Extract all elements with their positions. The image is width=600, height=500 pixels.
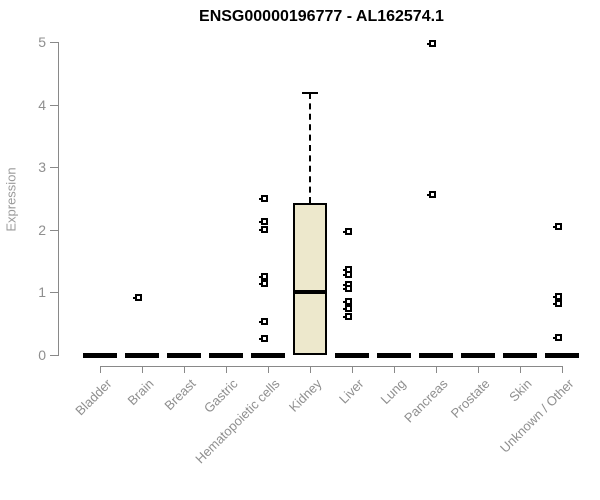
upper-whisker	[309, 93, 311, 203]
x-axis-tick	[310, 366, 311, 373]
outlier-point	[343, 304, 352, 312]
outlier-point	[259, 335, 268, 343]
x-axis-tick	[226, 366, 227, 373]
outlier-point	[259, 225, 268, 233]
y-axis-tick-label: 5	[38, 34, 46, 50]
outlier-point	[343, 227, 352, 235]
x-axis-category-label: Unknown / Other	[497, 376, 577, 456]
outlier-point	[553, 223, 562, 231]
collapsed-box	[419, 353, 453, 358]
x-axis-tick	[142, 366, 143, 373]
collapsed-box	[335, 353, 369, 358]
y-axis-tick-label: 2	[38, 221, 46, 238]
x-axis-line	[100, 366, 563, 367]
y-axis-tick-label: 0	[38, 347, 46, 363]
x-axis-tick	[478, 366, 479, 373]
outlier-point	[343, 285, 352, 293]
outlier-point	[343, 312, 352, 320]
collapsed-box	[125, 353, 159, 358]
y-axis-tick	[50, 167, 58, 169]
x-axis-tick	[184, 366, 185, 373]
outlier-point	[259, 317, 268, 325]
x-axis-tick	[562, 366, 563, 373]
outlier-point	[133, 294, 142, 302]
y-axis-line	[58, 42, 59, 356]
y-axis-tick	[50, 292, 58, 294]
outlier-point	[553, 292, 562, 300]
collapsed-box	[251, 353, 285, 358]
outlier-point	[343, 297, 352, 305]
y-axis-tick-label: 3	[38, 159, 46, 176]
box-iqr	[293, 202, 327, 355]
outlier-point	[259, 272, 268, 280]
whisker-cap	[302, 92, 318, 95]
y-axis-tick-label: 4	[38, 96, 46, 113]
collapsed-box	[377, 353, 411, 358]
y-axis-tick	[50, 104, 58, 106]
collapsed-box	[209, 353, 243, 358]
chart-title: ENSG00000196777 - AL162574.1	[199, 8, 444, 25]
outlier-point	[259, 280, 268, 288]
median-line	[293, 290, 327, 295]
outlier-point	[553, 334, 562, 342]
outlier-point	[427, 39, 436, 47]
y-axis-tick	[50, 42, 58, 43]
y-axis-tick	[50, 355, 58, 356]
x-axis-tick	[100, 366, 101, 373]
x-axis-tick	[520, 366, 521, 373]
x-axis-tick	[394, 366, 395, 373]
x-axis-tick	[268, 366, 269, 373]
outlier-point	[259, 194, 268, 202]
collapsed-box	[461, 353, 495, 358]
collapsed-box	[545, 353, 579, 358]
collapsed-box	[83, 353, 117, 358]
y-axis-tick	[50, 229, 58, 231]
outlier-point	[259, 217, 268, 225]
collapsed-box	[167, 353, 201, 358]
outlier-point	[343, 270, 352, 278]
collapsed-box	[503, 353, 537, 358]
outlier-point	[553, 299, 562, 307]
y-axis-tick-label: 1	[38, 284, 46, 301]
outlier-point	[427, 191, 436, 199]
x-axis-tick	[352, 366, 353, 373]
x-axis-tick	[436, 366, 437, 373]
